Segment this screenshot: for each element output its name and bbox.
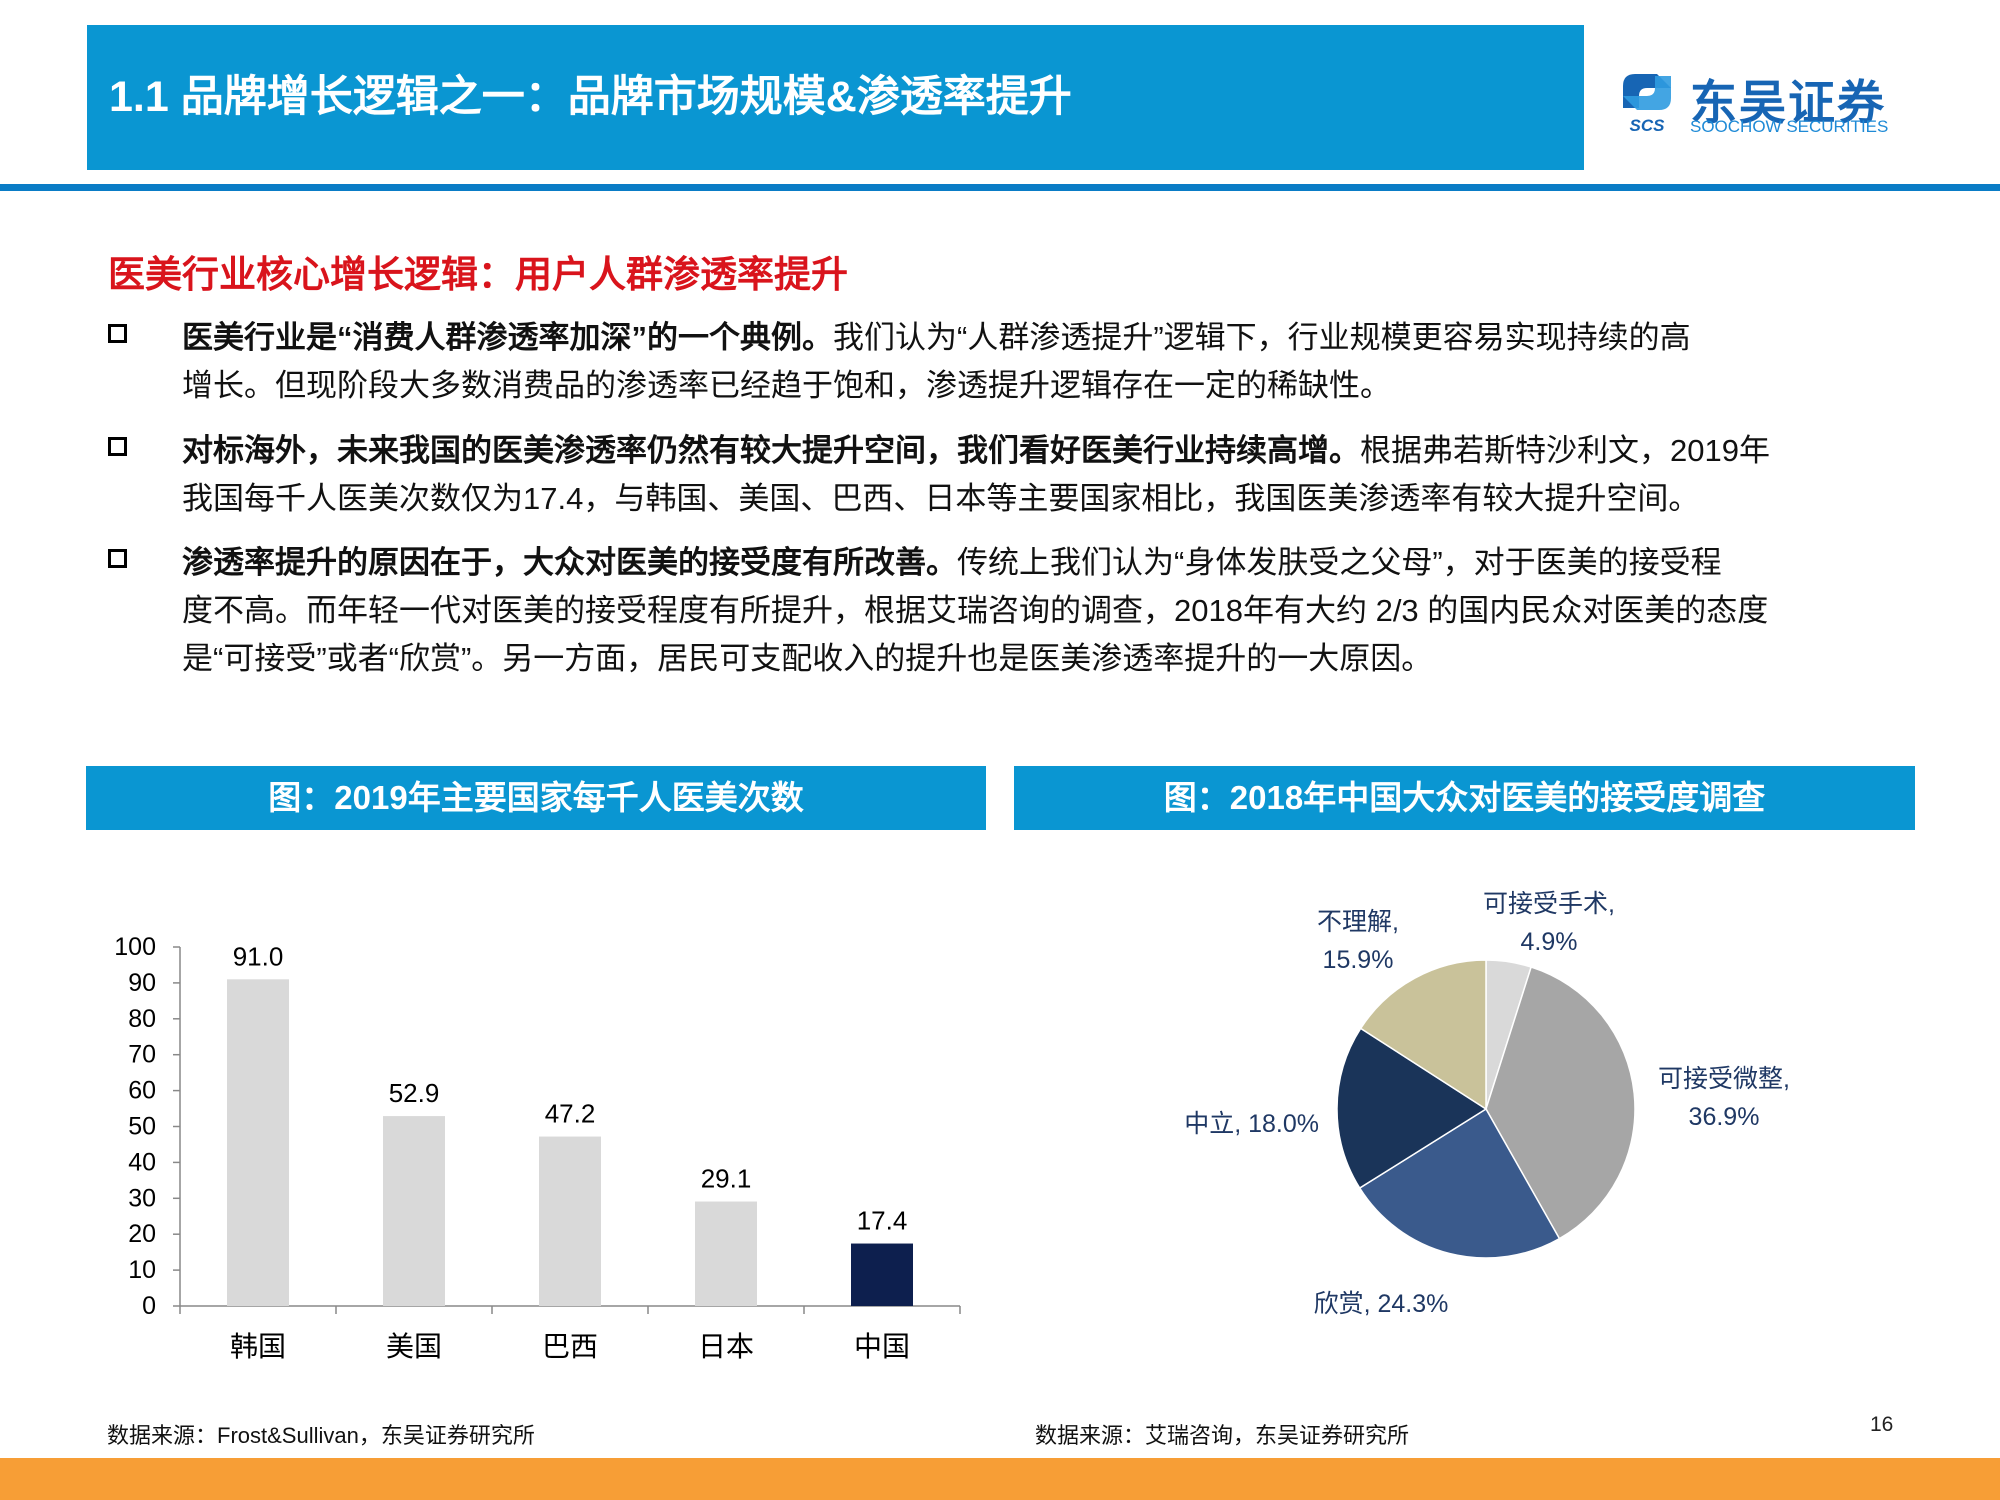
bar-value-label: 29.1: [701, 1164, 752, 1194]
header-divider: [0, 184, 2000, 191]
y-tick-label: 0: [142, 1292, 156, 1320]
logo-mark-icon: SCS: [1623, 74, 1671, 134]
pie-slice-percent: 36.9%: [1689, 1103, 1760, 1131]
pie-slice: [1336, 1027, 1488, 1190]
pie-slice-label: 可接受手术,: [1483, 890, 1615, 918]
bullet-text: 渗透率提升的原因在于，大众对医美的接受度有所改善。传统上我们认为“身体发肤受之父…: [182, 539, 1898, 683]
bar-chart: 0 10 20 30 40 50 60 70 80 90 100 91.0 韩国 52.9 美国 47.2 巴西…: [114, 933, 961, 1362]
pie-slice: [1359, 959, 1487, 1111]
bar: [227, 979, 289, 1306]
checkbox-square-icon: [108, 437, 127, 456]
pie-slice-label: 不理解,: [1317, 908, 1399, 936]
bar: [851, 1243, 913, 1306]
title-bar: 1.1 品牌增长逻辑之一：品牌市场规模&渗透率提升: [87, 25, 1584, 170]
y-tick-label: 50: [128, 1113, 156, 1141]
company-logo: SCS 东吴证券 SOOCHOW SECURITIES: [1617, 68, 1907, 138]
logo-english-name: SOOCHOW SECURITIES: [1690, 117, 1889, 136]
pie-slice: [1485, 966, 1636, 1240]
pie-slice-percent: 15.9%: [1323, 946, 1394, 974]
bullet-bold-lead: 渗透率提升的原因在于，大众对医美的接受度有所改善。: [182, 545, 957, 580]
logo-chinese-name: 东吴证券: [1690, 76, 1886, 129]
pie-slice-label: 中立, 18.0%: [1184, 1110, 1319, 1138]
bullet-bold-lead: 对标海外，未来我国的医美渗透率仍然有较大提升空间，我们看好医美行业持续高增。: [182, 433, 1360, 468]
pie-chart: 可接受手术, 4.9% 可接受微整, 36.9% 欣赏, 24.3% 中立, 18.0% 不…: [1184, 890, 1790, 1318]
y-tick-label: 70: [128, 1041, 156, 1069]
left-chart-heading: 图：2019年主要国家每千人医美次数: [86, 766, 986, 830]
bar-value-label: 47.2: [545, 1099, 596, 1129]
x-category-label: 美国: [386, 1331, 442, 1362]
bullet-item: 渗透率提升的原因在于，大众对医美的接受度有所改善。传统上我们认为“身体发肤受之父…: [108, 539, 1898, 683]
page-title: 1.1 品牌增长逻辑之一：品牌市场规模&渗透率提升: [109, 73, 1072, 121]
x-category-label: 中国: [854, 1331, 910, 1362]
right-data-source: 数据来源：艾瑞咨询，东吴证券研究所: [1035, 1423, 1410, 1448]
x-category-label: 巴西: [542, 1331, 598, 1362]
y-tick-label: 100: [114, 933, 156, 961]
y-tick-label: 80: [128, 1005, 156, 1033]
y-tick-label: 30: [128, 1184, 156, 1212]
bullet-item: 医美行业是“消费人群渗透率加深”的一个典例。我们认为“人群渗透提升”逻辑下，行业…: [108, 314, 1898, 410]
bullet-line-rest: 传统上我们认为“身体发肤受之父母”，对于医美的接受程: [957, 545, 1722, 580]
bullet-bold-lead: 医美行业是“消费人群渗透率加深”的一个典例。: [182, 320, 833, 355]
y-tick-label: 10: [128, 1256, 156, 1284]
page-number: 16: [1870, 1413, 1894, 1436]
pie-slice-percent: 4.9%: [1521, 928, 1578, 956]
bar: [695, 1201, 757, 1306]
y-tick-label: 60: [128, 1077, 156, 1105]
right-chart-heading: 图：2018年中国大众对医美的接受度调查: [1014, 766, 1915, 830]
bullet-continuation: 是“可接受”或者“欣赏”。另一方面，居民可支配收入的提升也是医美渗透率提升的一大…: [182, 641, 1433, 676]
bullet-continuation: 增长。但现阶段大多数消费品的渗透率已经趋于饱和，渗透提升逻辑存在一定的稀缺性。: [182, 368, 1391, 403]
bullet-text: 对标海外，未来我国的医美渗透率仍然有较大提升空间，我们看好医美行业持续高增。根据…: [182, 427, 1898, 523]
checkbox-square-icon: [108, 549, 127, 568]
bar: [539, 1136, 601, 1306]
section-subtitle: 医美行业核心增长逻辑：用户人群渗透率提升: [108, 254, 848, 295]
bar-value-label: 17.4: [857, 1206, 908, 1236]
bullet-line-rest: 根据弗若斯特沙利文，2019年: [1360, 433, 1770, 468]
pie-slice: [1358, 1107, 1561, 1259]
logo-mark-text: SCS: [1630, 116, 1666, 134]
bullet-continuation: 我国每千人医美次数仅为17.4，与韩国、美国、巴西、日本等主要国家相比，我国医美…: [182, 481, 1700, 516]
bullet-item: 对标海外，未来我国的医美渗透率仍然有较大提升空间，我们看好医美行业持续高增。根据…: [108, 427, 1898, 523]
bullet-text: 医美行业是“消费人群渗透率加深”的一个典例。我们认为“人群渗透提升”逻辑下，行业…: [182, 314, 1898, 410]
bullet-continuation: 度不高。而年轻一代对医美的接受程度有所提升，根据艾瑞咨询的调查，2018年有大约…: [182, 593, 1769, 628]
y-tick-label: 20: [128, 1220, 156, 1248]
x-category-label: 韩国: [230, 1331, 286, 1362]
bar-value-label: 91.0: [233, 941, 284, 971]
bar: [383, 1116, 445, 1306]
y-tick-label: 90: [128, 969, 156, 997]
bar-value-label: 52.9: [389, 1078, 440, 1108]
bullet-line-rest: 我们认为“人群渗透提升”逻辑下，行业规模更容易实现持续的高: [833, 320, 1691, 355]
pie-slice-label: 欣赏, 24.3%: [1314, 1290, 1449, 1318]
x-category-label: 日本: [698, 1331, 754, 1362]
y-tick-label: 40: [128, 1148, 156, 1176]
footer-band: [0, 1458, 2000, 1500]
left-data-source: 数据来源：Frost&Sullivan，东吴证券研究所: [107, 1423, 535, 1448]
checkbox-square-icon: [108, 324, 127, 343]
pie-slice-label: 可接受微整,: [1658, 1065, 1790, 1093]
